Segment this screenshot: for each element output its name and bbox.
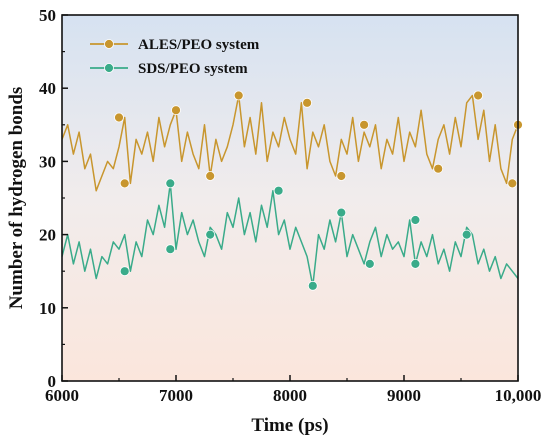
legend-marker-ales	[104, 39, 114, 49]
series-point-ales	[473, 90, 484, 101]
series-point-ales	[359, 119, 370, 130]
x-axis-title: Time (ps)	[251, 415, 328, 436]
legend-label-sds: SDS/PEO system	[138, 61, 248, 77]
x-tick-label: 9000	[387, 386, 421, 405]
series-line-sds	[61, 182, 519, 287]
y-axis-title: Number of hydrogen bonds	[6, 87, 27, 310]
series-point-sds	[165, 178, 176, 189]
series-point-sds	[461, 229, 472, 240]
series-line-ales	[61, 94, 519, 192]
series-point-sds	[165, 244, 176, 255]
plot-background	[62, 15, 518, 381]
x-tick-label: 10,000	[495, 386, 542, 405]
ticks-layer: 6000 7000 8000 9000 10,000 0 10 20 30 40 50	[39, 6, 541, 405]
series-point-ales	[507, 178, 518, 189]
legend-label-ales: ALES/PEO system	[138, 37, 260, 53]
series-layer	[61, 90, 523, 291]
series-point-sds	[307, 280, 318, 291]
legend-marker-sds	[104, 63, 114, 73]
series-point-sds	[410, 215, 421, 225]
series-point-ales	[302, 97, 313, 108]
series-point-sds	[364, 258, 375, 269]
series-point-ales	[119, 178, 130, 189]
y-tick-label: 0	[48, 372, 57, 391]
series-point-ales	[205, 171, 216, 181]
series-point-ales	[114, 112, 124, 123]
x-tick-label: 8000	[273, 386, 307, 405]
series-point-sds	[336, 207, 347, 218]
series-point-ales	[336, 171, 347, 181]
x-tick-label: 6000	[45, 386, 79, 405]
series-point-ales	[233, 90, 244, 101]
y-tick-label: 30	[39, 152, 56, 171]
series-point-sds	[119, 266, 130, 277]
series-point-ales	[433, 163, 444, 174]
y-tick-label: 10	[39, 299, 56, 318]
x-tick-label: 7000	[159, 386, 193, 405]
y-tick-label: 40	[39, 79, 56, 98]
series-point-sds	[205, 229, 216, 240]
y-tick-label: 20	[39, 226, 56, 245]
legend: ALES/PEO system SDS/PEO system	[90, 37, 260, 77]
y-tick-label: 50	[39, 6, 56, 25]
series-point-sds	[273, 185, 284, 196]
series-point-sds	[410, 258, 421, 269]
series-point-ales	[171, 105, 181, 116]
